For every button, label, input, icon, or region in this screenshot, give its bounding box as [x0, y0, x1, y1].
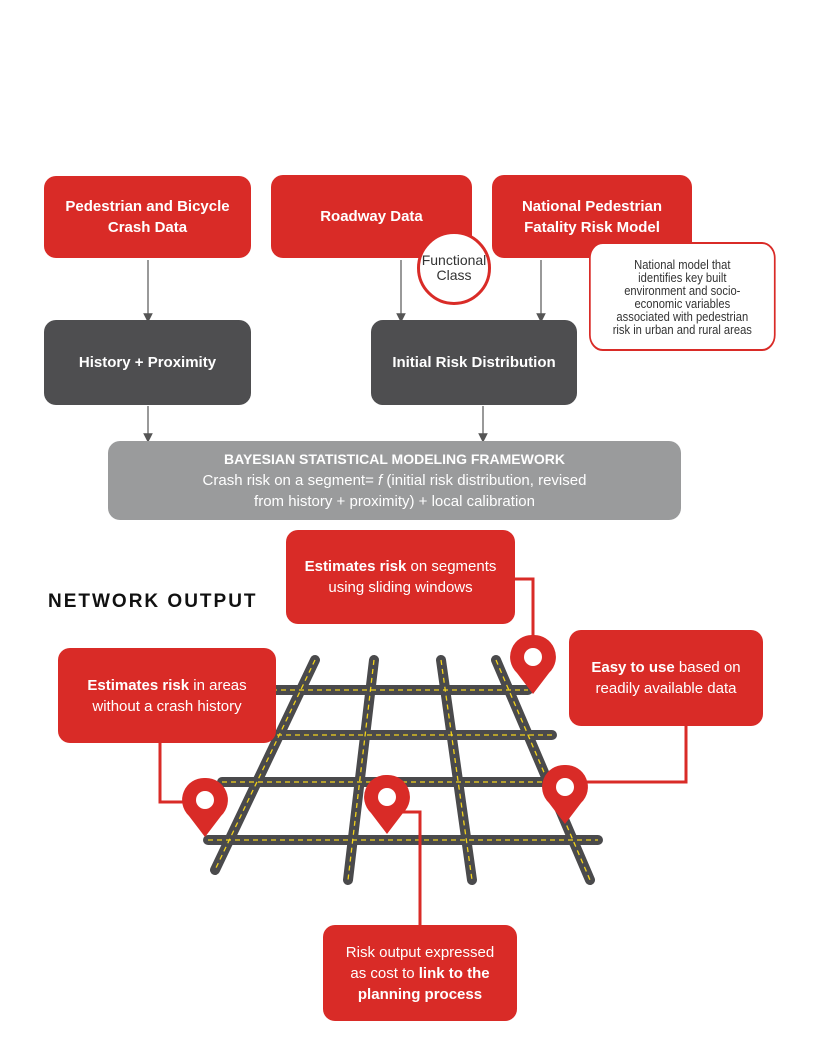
map-pin-icon — [182, 777, 228, 837]
sliding-line2: using sliding windows — [328, 579, 473, 596]
areas-line2: without a crash history — [92, 697, 242, 715]
history-proximity-box: History + Proximity — [44, 320, 251, 405]
connector-cost — [398, 810, 422, 925]
map-pin-icon — [364, 774, 410, 834]
easy-line2: readily available data — [595, 680, 737, 697]
note-line: National model that — [634, 256, 731, 272]
connector-easy — [585, 722, 688, 784]
history-proximity-label: History + Proximity — [78, 354, 217, 371]
cost-line1: Risk output expressed — [345, 943, 495, 961]
note-line: associated with pedestrian — [616, 308, 749, 324]
national-model-label: National Pedestrian Fatality Risk Model — [521, 197, 663, 236]
areas-callout: Estimates risk in areas without a crash … — [58, 648, 276, 743]
cost-line2: as cost to link to the — [350, 964, 490, 982]
sliding-line1: Estimates risk on segments — [304, 558, 497, 575]
note-line: identifies key built — [638, 269, 727, 285]
initial-risk-label: Initial Risk Distribution — [392, 354, 556, 371]
note-line: economic variables — [634, 295, 731, 311]
cost-line3: planning process — [357, 985, 483, 1003]
framework-line2: from history + proximity) + local calibr… — [254, 493, 535, 510]
easy-line1: Easy to use based on — [591, 659, 741, 676]
planning-process-callout: Risk output expressed as cost to link to… — [323, 925, 517, 1021]
map-pin-icon — [542, 764, 588, 824]
framework-line1: Crash risk on a segment= f (initial risk… — [202, 472, 587, 489]
easy-to-use-callout: Easy to use based on readily available d… — [569, 630, 763, 726]
network-output-heading: NETWORK OUTPUT — [48, 591, 258, 612]
crash-data-box: Pedestrian and Bicycle Crash Data — [44, 176, 251, 258]
note-line: risk in urban and rural areas — [612, 321, 752, 337]
note-line: environment and socio- — [624, 282, 741, 298]
national-model-note: National model that identifies key built… — [589, 242, 776, 351]
functional-class-badge: Functional Class — [417, 231, 491, 305]
map-pin-icon — [510, 634, 556, 694]
functional-class-line1: Functional — [421, 252, 487, 268]
connector-sliding — [512, 577, 535, 640]
crash-data-label: Pedestrian and Bicycle Crash Data — [65, 198, 230, 236]
roadway-data-label: Roadway Data — [320, 208, 423, 225]
areas-line1: Estimates risk in areas — [87, 676, 247, 694]
sliding-windows-callout: Estimates risk on segments using sliding… — [286, 530, 515, 624]
functional-class-line2: Class — [436, 267, 472, 283]
framework-title: BAYESIAN STATISTICAL MODELING FRAMEWORK — [224, 451, 565, 467]
bayesian-framework-box: BAYESIAN STATISTICAL MODELING FRAMEWORK … — [108, 441, 681, 520]
initial-risk-box: Initial Risk Distribution — [371, 320, 577, 405]
connector-areas — [158, 742, 186, 804]
